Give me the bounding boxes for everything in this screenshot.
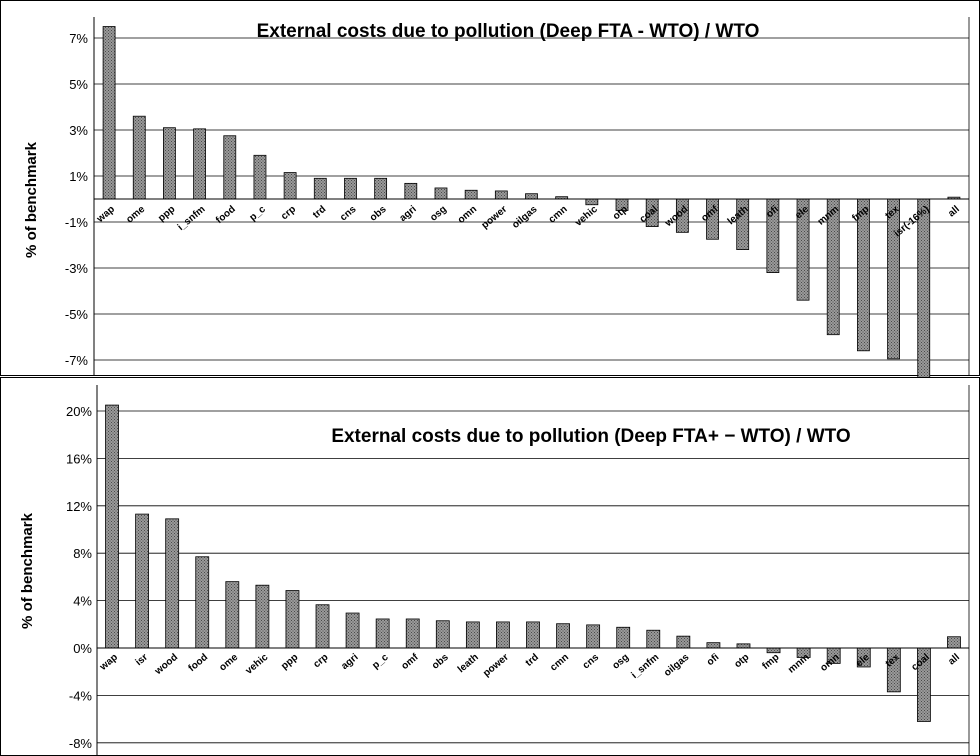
y-axis-label-top: % of benchmark: [23, 141, 40, 258]
bar-isr: [135, 513, 150, 649]
bar-osg: [434, 187, 448, 200]
y-tick-label: 1%: [69, 169, 88, 184]
y-tick-label: 0%: [73, 641, 92, 656]
bar-agri: [404, 182, 418, 200]
y-tick-label: 8%: [73, 546, 92, 561]
bar-obs: [374, 177, 388, 200]
bar-food: [223, 135, 237, 200]
y-tick-label: 7%: [69, 31, 88, 46]
bar-ppp: [163, 127, 176, 200]
bar-p-c: [253, 154, 267, 200]
bar-oilgas: [676, 635, 691, 649]
bar-cns: [344, 177, 357, 200]
bar-power: [496, 621, 510, 649]
bar-i-snfm: [193, 128, 207, 200]
chart-panel-bottom: 20% 16% 12% 8% 4% 0% -4% -8% wap isr wood food ome ve…: [0, 377, 980, 756]
bar-power: [494, 190, 508, 200]
bar-tex: [887, 198, 900, 360]
y-tick-label: -5%: [65, 307, 89, 322]
y-tick-label: -3%: [65, 261, 89, 276]
bar-wood: [165, 518, 180, 649]
y-tick-label: -1%: [65, 215, 89, 230]
bar-crp: [283, 172, 297, 200]
y-tick-label: 12%: [66, 499, 92, 514]
bar-omf: [405, 618, 420, 649]
bar-crp: [315, 604, 330, 649]
bar-all: [947, 636, 961, 649]
chart-panel-top: 7% 5% 3% 1% -1% -3% -5% -7% wap ome ppp i_snfm food p…: [0, 0, 980, 377]
bar-cmn: [556, 623, 570, 649]
bar-cns: [586, 624, 601, 649]
y-tick-label: 20%: [66, 404, 92, 419]
bar-ome: [225, 581, 240, 649]
bar-wap: [105, 404, 119, 649]
y-tick-label: 16%: [66, 451, 92, 466]
chart-frame-bottom: [0, 377, 980, 756]
bar-wap: [102, 26, 116, 200]
bar-ofi: [706, 642, 721, 649]
y-tick-label: 3%: [69, 123, 88, 138]
y-tick-label: 5%: [69, 77, 88, 92]
bar-i-snfm: [646, 629, 661, 649]
bar-food: [195, 556, 210, 649]
y-tick-label: -8%: [69, 736, 93, 751]
bar-p-c: [375, 618, 390, 649]
bar-isr-16: [917, 198, 931, 377]
bar-leath: [465, 621, 480, 649]
bar-chart-bottom: 20%16%12%8%4%0%-4%-8%wap isr wood food ome ve…: [0, 377, 980, 756]
chart-title-bottom: External costs due to pollution (Deep FT…: [331, 426, 850, 447]
bar-trd: [526, 621, 540, 649]
y-tick-label: -7%: [65, 353, 89, 368]
bar-trd: [313, 177, 327, 200]
bar-obs: [435, 620, 450, 649]
y-axis-label-bottom: % of benchmark: [19, 512, 36, 629]
bar-omn: [464, 189, 478, 200]
y-tick-label: -4%: [69, 688, 93, 703]
bar-osg: [616, 626, 631, 649]
y-tick-label: 4%: [73, 594, 92, 609]
bar-agri: [345, 612, 360, 649]
bar-otp: [736, 643, 751, 649]
bar-vehic: [255, 584, 270, 649]
bar-oilgas: [525, 193, 538, 200]
bar-ome: [132, 115, 146, 200]
bar-ppp: [285, 590, 300, 649]
chart-title-top: External costs due to pollution (Deep FT…: [257, 21, 760, 42]
